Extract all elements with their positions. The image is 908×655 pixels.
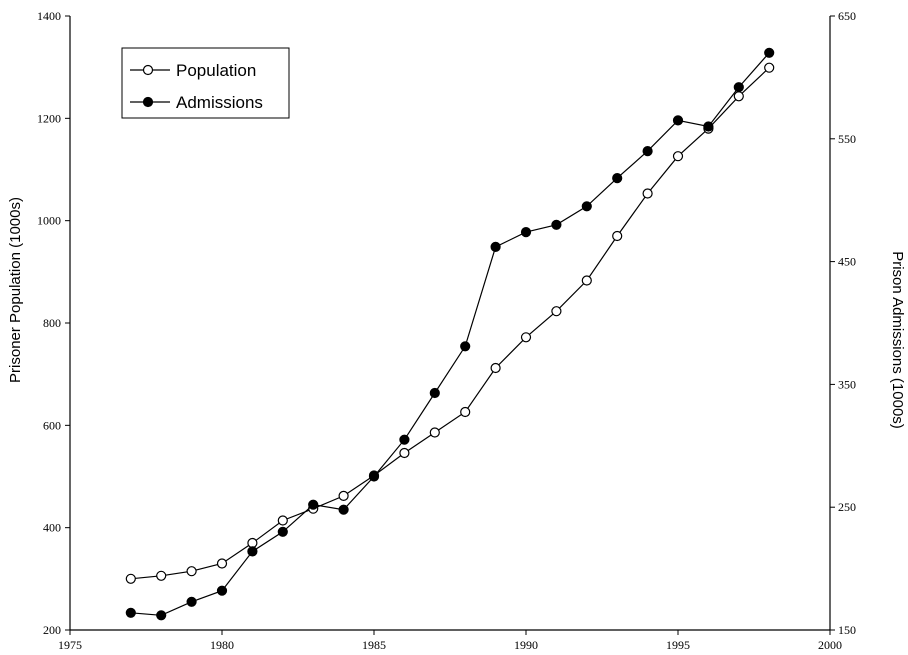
admissions-point — [368, 471, 380, 482]
legend: Population Admissions — [121, 47, 290, 119]
population-point — [764, 62, 775, 73]
left-axis-ticks: 200 400 600 800 1000 1200 1400 — [37, 9, 70, 637]
left-tick-label: 1400 — [37, 9, 61, 23]
legend-admissions-marker — [142, 96, 154, 108]
admissions-point — [399, 434, 410, 445]
admissions-point — [308, 499, 319, 510]
admissions-point — [490, 241, 501, 252]
population-point — [612, 230, 623, 242]
population-point — [672, 151, 684, 162]
population-point — [490, 362, 501, 374]
admissions-point — [703, 121, 714, 132]
admissions-point — [429, 387, 440, 399]
population-point — [733, 91, 744, 102]
left-tick-label: 600 — [43, 418, 61, 432]
right-axis-title: Prison Admissions (1000s) — [889, 251, 906, 429]
left-tick-label: 400 — [43, 521, 61, 535]
admissions-point — [186, 596, 197, 607]
right-tick-label: 350 — [838, 377, 856, 391]
admissions-point — [764, 47, 775, 58]
admissions-point — [247, 546, 258, 557]
legend-admissions-label: Admissions — [176, 93, 263, 112]
x-tick-label: 1980 — [210, 638, 234, 652]
legend-population-label: Population — [176, 61, 256, 80]
population-point — [216, 558, 228, 569]
population-point — [156, 570, 167, 581]
admissions-point — [642, 146, 653, 157]
population-point — [581, 275, 592, 286]
right-tick-label: 650 — [838, 9, 856, 23]
x-tick-label: 1995 — [666, 638, 690, 652]
right-tick-label: 550 — [838, 132, 856, 146]
admissions-point — [520, 227, 532, 238]
admissions-point — [581, 201, 592, 212]
admissions-series-line — [130, 52, 770, 616]
admissions-point — [156, 610, 167, 621]
right-axis-ticks: 150 250 350 450 550 650 — [830, 9, 856, 637]
left-tick-label: 1000 — [37, 214, 61, 228]
left-tick-label: 200 — [43, 623, 61, 637]
population-point — [520, 332, 532, 343]
x-tick-label: 1975 — [58, 638, 82, 652]
x-tick-label: 1985 — [362, 638, 386, 652]
series-group — [125, 47, 775, 621]
left-axis-title: Prisoner Population (1000s) — [7, 197, 24, 383]
admissions-point — [672, 115, 684, 126]
population-point — [247, 537, 258, 549]
x-tick-label: 2000 — [818, 638, 842, 652]
population-point — [429, 427, 440, 438]
admissions-point — [612, 173, 623, 184]
population-point — [125, 573, 136, 584]
population-point — [642, 188, 653, 199]
legend-population-marker — [142, 64, 154, 76]
admissions-point — [733, 82, 744, 93]
population-point — [277, 515, 288, 526]
left-tick-label: 1200 — [37, 111, 61, 125]
population-point — [460, 406, 471, 418]
population-point — [338, 490, 349, 501]
population-point — [399, 447, 410, 459]
population-point — [551, 306, 562, 317]
population-series-line — [130, 67, 770, 580]
admissions-point — [460, 341, 471, 352]
population-point — [186, 566, 197, 577]
admissions-point — [338, 504, 349, 515]
admissions-point — [125, 607, 136, 618]
admissions-point — [277, 526, 288, 537]
right-tick-label: 150 — [838, 623, 856, 637]
right-tick-label: 450 — [838, 255, 856, 269]
left-tick-label: 800 — [43, 316, 61, 330]
admissions-point — [216, 585, 228, 596]
right-tick-label: 250 — [838, 500, 856, 514]
x-axis-ticks: 1975 1980 1985 1990 1995 2000 — [58, 630, 842, 652]
x-tick-label: 1990 — [514, 638, 538, 652]
admissions-point — [551, 219, 562, 230]
